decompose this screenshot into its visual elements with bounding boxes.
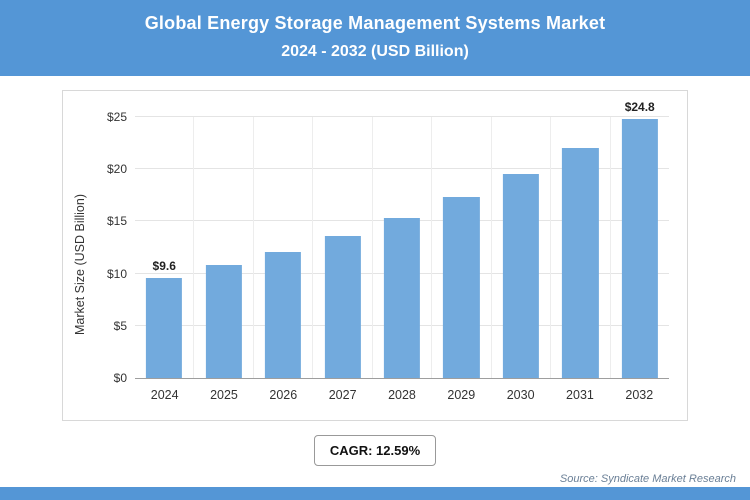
- chart-title-line1: Global Energy Storage Management Systems…: [144, 13, 606, 33]
- bars-container: $9.6 $24.8: [135, 100, 669, 378]
- x-axis-labels: 2024 2025 2026 2027 2028 2029 2030 2031 2032: [135, 379, 669, 412]
- y-axis-tick: $15: [106, 214, 127, 229]
- chart-footer: CAGR: 12.59% Source: Syndicate Market Re…: [0, 435, 750, 489]
- bar-column-2032: $24.8: [609, 100, 669, 378]
- plot-area: $0 $5 $10 $15 $20 $25 $9.6 $24.8: [107, 100, 669, 385]
- gridline: [135, 116, 669, 117]
- bar-2025: [205, 265, 242, 378]
- y-axis-tick: $5: [113, 318, 127, 333]
- y-axis-tick: $20: [106, 162, 127, 177]
- x-axis-tick-2030: 2030: [506, 388, 535, 402]
- x-axis-tick-2027: 2027: [328, 388, 357, 402]
- bar-2031: [562, 148, 599, 378]
- bottom-accent-strip: [0, 487, 750, 500]
- x-axis-tick-2024: 2024: [150, 388, 179, 402]
- x-axis-tick-2026: 2026: [269, 388, 298, 402]
- bar-column-2030: [490, 117, 550, 378]
- x-axis-tick-2031: 2031: [566, 388, 594, 402]
- y-axis-tick: $25: [106, 110, 127, 124]
- y-axis-tick: $10: [106, 266, 127, 281]
- y-axis-title: Market Size (USD Billion): [73, 194, 87, 336]
- bar-2028: [383, 218, 421, 378]
- bar-column-2026: [252, 117, 312, 378]
- chart-card: Market Size (USD Billion) $0 $5 $10 $15 $20 $…: [62, 90, 688, 421]
- cagr-badge: CAGR: 12.59%: [313, 435, 437, 466]
- bar-value-label-2024: $9.6: [152, 258, 176, 273]
- bar-value-label-2032: $24.8: [624, 100, 655, 115]
- bar-2030: [502, 174, 539, 378]
- bar-column-2025: [193, 117, 252, 378]
- bar-2032: [621, 119, 658, 378]
- x-axis-tick-2029: 2029: [447, 388, 476, 402]
- bar-column-2027: [312, 117, 371, 378]
- y-axis-tick: $0: [113, 371, 127, 385]
- bar-2026: [264, 251, 302, 378]
- bar-2029: [443, 197, 480, 378]
- chart-title-line2: 2024 - 2032 (USD Billion): [281, 43, 469, 60]
- x-axis-tick-2025: 2025: [210, 388, 238, 402]
- bar-column-2028: [371, 117, 431, 378]
- x-axis-tick-2028: 2028: [388, 388, 416, 402]
- source-attribution: Source: Syndicate Market Research: [559, 473, 736, 485]
- gridline: [135, 168, 669, 170]
- bar-2024: [146, 277, 183, 378]
- x-axis-tick-2032: 2032: [625, 388, 654, 402]
- chart-header: Global Energy Storage Management Systems…: [0, 0, 750, 76]
- bar-column-2029: [431, 117, 490, 378]
- bar-column-2024: $9.6: [135, 117, 193, 378]
- bar-column-2031: [550, 117, 609, 378]
- bar-2027: [324, 236, 361, 378]
